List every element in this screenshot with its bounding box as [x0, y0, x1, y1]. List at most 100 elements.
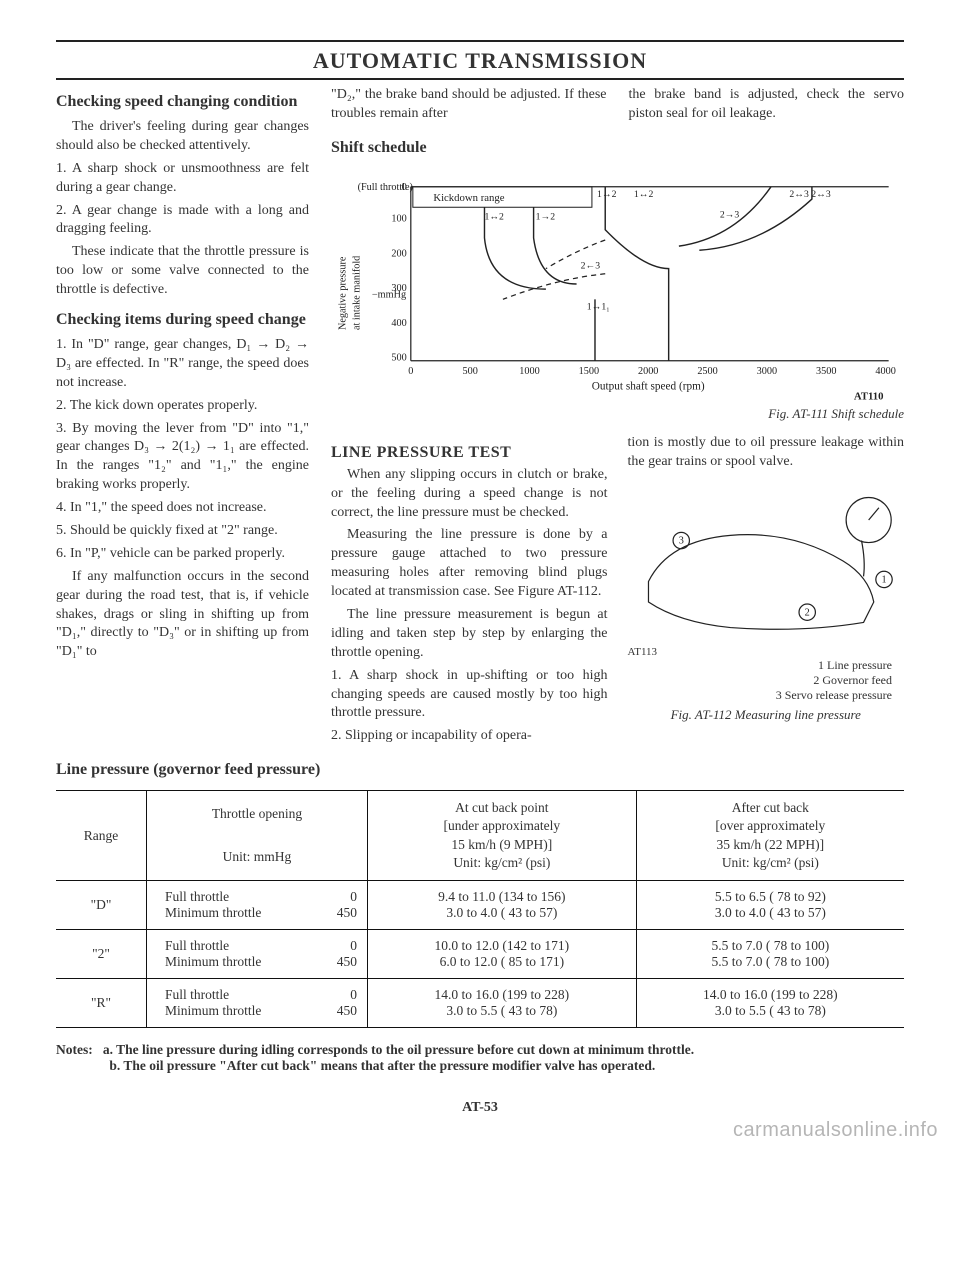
cell: 450	[337, 1003, 357, 1019]
heading-line-pressure-test: LINE PRESSURE TEST	[331, 444, 608, 462]
svg-text:500: 500	[462, 366, 477, 377]
svg-text:Negative pressure: Negative pressure	[337, 256, 348, 330]
cell-range: "D"	[56, 881, 147, 930]
svg-text:3: 3	[678, 535, 683, 546]
legend-item: 1 Line pressure	[628, 658, 893, 673]
watermark: carmanualsonline.info	[733, 1119, 938, 1142]
figure-caption: Fig. AT-112 Measuring line pressure	[628, 707, 905, 723]
cell: 14.0 to 16.0 (199 to 228)	[647, 987, 894, 1003]
svg-text:AT110: AT110	[854, 390, 884, 402]
line-pressure-col-left: LINE PRESSURE TEST When any slipping occ…	[331, 430, 608, 750]
svg-text:2↔3 2↔3: 2↔3 2↔3	[789, 189, 830, 200]
svg-text:1000: 1000	[519, 366, 539, 377]
col-throttle-unit: Unit: mmHg	[157, 848, 357, 866]
col-cutback: At cut back point [under approximately 1…	[378, 799, 626, 854]
para: 1. A sharp shock in up-shifting or too h…	[331, 667, 608, 724]
para: The line pressure measurement is begun a…	[331, 606, 608, 663]
legend-item: 3 Servo release pressure	[628, 688, 893, 703]
cell: 5.5 to 7.0 ( 78 to 100)	[647, 938, 894, 954]
col-after-unit: Unit: kg/cm² (psi)	[647, 854, 894, 872]
cell: Minimum throttle	[165, 905, 261, 921]
note-b: b. The oil pressure "After cut back" mea…	[109, 1058, 655, 1073]
cell: 9.4 to 11.0 (134 to 156)	[378, 889, 626, 905]
left-column: Checking speed changing condition The dr…	[56, 82, 309, 750]
para: 3. By moving the lever from "D" into "1,…	[56, 420, 309, 496]
para: 1. A sharp shock or unsmoothness are fel…	[56, 160, 309, 198]
svg-text:0: 0	[408, 366, 413, 377]
svg-text:1↔1₁: 1↔1₁	[587, 301, 610, 312]
chart-caption: Fig. AT-111 Shift schedule	[331, 406, 904, 422]
para: 1. In "D" range, gear changes, D₁ → D₂ →…	[56, 336, 309, 393]
svg-text:3500: 3500	[816, 366, 836, 377]
cell: 14.0 to 16.0 (199 to 228)	[378, 987, 626, 1003]
notes: Notes: a. The line pressure during idlin…	[56, 1042, 904, 1074]
cell: 6.0 to 12.0 ( 85 to 171)	[378, 954, 626, 970]
figure-at112: 3 2 1	[628, 476, 905, 646]
para: tion is mostly due to oil pressure leaka…	[628, 434, 905, 472]
para: When any slipping occurs in clutch or br…	[331, 466, 608, 523]
para: 4. In "1," the speed does not increase.	[56, 499, 309, 518]
para: "D₂," the brake band should be adjusted.…	[331, 86, 607, 124]
table-row: "2" Full throttle0 Minimum throttle450 1…	[56, 930, 904, 979]
para: Measuring the line pressure is done by a…	[331, 526, 608, 602]
svg-text:2: 2	[804, 607, 809, 618]
heading-checking-speed: Checking speed changing condition	[56, 92, 309, 112]
cell: 3.0 to 5.5 ( 43 to 78)	[378, 1003, 626, 1019]
line-pressure-col-right: tion is mostly due to oil pressure leaka…	[628, 430, 905, 750]
svg-text:1: 1	[881, 574, 886, 585]
table-row: "D" Full throttle0 Minimum throttle450 9…	[56, 881, 904, 930]
cell: 10.0 to 12.0 (142 to 171)	[378, 938, 626, 954]
cell: 450	[337, 954, 357, 970]
cell: 0	[350, 889, 357, 905]
svg-text:2←3: 2←3	[581, 260, 601, 271]
note-a: a. The line pressure during idling corre…	[103, 1042, 694, 1057]
rule-under-title	[56, 78, 904, 80]
figure-legend: 1 Line pressure 2 Governor feed 3 Servo …	[628, 658, 893, 703]
svg-text:100: 100	[391, 213, 406, 224]
heading-shift-schedule: Shift schedule	[331, 138, 904, 158]
svg-text:1↔2: 1↔2	[597, 189, 617, 200]
page-number: AT-53	[56, 1100, 904, 1116]
svg-text:1→2: 1→2	[536, 211, 556, 222]
para: 2. A gear change is made with a long and…	[56, 202, 309, 240]
col-cutback-unit: Unit: kg/cm² (psi)	[378, 854, 626, 872]
table-row: "R" Full throttle0 Minimum throttle450 1…	[56, 979, 904, 1028]
para: 5. Should be quickly fixed at "2" range.	[56, 522, 309, 541]
svg-text:3000: 3000	[757, 366, 777, 377]
para: 2. The kick down operates properly.	[56, 397, 309, 416]
heading-checking-items: Checking items during speed change	[56, 310, 309, 330]
para: the brake band is adjusted, check the se…	[629, 86, 905, 124]
svg-text:Output shaft speed (rpm): Output shaft speed (rpm)	[592, 380, 705, 392]
cell: 0	[350, 938, 357, 954]
cell: Minimum throttle	[165, 954, 261, 970]
svg-text:400: 400	[391, 318, 406, 329]
svg-text:1500: 1500	[579, 366, 599, 377]
col-range: Range	[56, 791, 147, 881]
right-area: "D₂," the brake band should be adjusted.…	[331, 82, 904, 750]
para: The driver's feeling during gear changes…	[56, 118, 309, 156]
page-title: AUTOMATIC TRANSMISSION	[56, 48, 904, 74]
cell: 3.0 to 5.5 ( 43 to 78)	[647, 1003, 894, 1019]
para: 6. In "P," vehicle can be parked properl…	[56, 545, 309, 564]
cell: 0	[350, 987, 357, 1003]
svg-text:(Full throttle): (Full throttle)	[358, 182, 413, 193]
svg-text:−mmHg: −mmHg	[372, 289, 406, 300]
cell: 450	[337, 905, 357, 921]
legend-item: 2 Governor feed	[628, 673, 893, 688]
svg-text:Kickdown range: Kickdown range	[433, 192, 504, 204]
svg-text:200: 200	[391, 248, 406, 259]
cell-range: "R"	[56, 979, 147, 1028]
para: If any malfunction occurs in the second …	[56, 568, 309, 662]
cell: 5.5 to 6.5 ( 78 to 92)	[647, 889, 894, 905]
svg-text:2500: 2500	[697, 366, 717, 377]
svg-text:4000: 4000	[875, 366, 895, 377]
cell: 3.0 to 4.0 ( 43 to 57)	[378, 905, 626, 921]
notes-label: Notes:	[56, 1042, 93, 1057]
svg-text:2→3: 2→3	[720, 209, 740, 220]
cell: Minimum throttle	[165, 1003, 261, 1019]
svg-text:1↔2: 1↔2	[484, 211, 504, 222]
col-after: After cut back [over approximately 35 km…	[647, 799, 894, 854]
rule-top	[56, 40, 904, 42]
svg-text:at intake manifold: at intake manifold	[352, 255, 363, 329]
svg-text:1↔2: 1↔2	[634, 189, 654, 200]
